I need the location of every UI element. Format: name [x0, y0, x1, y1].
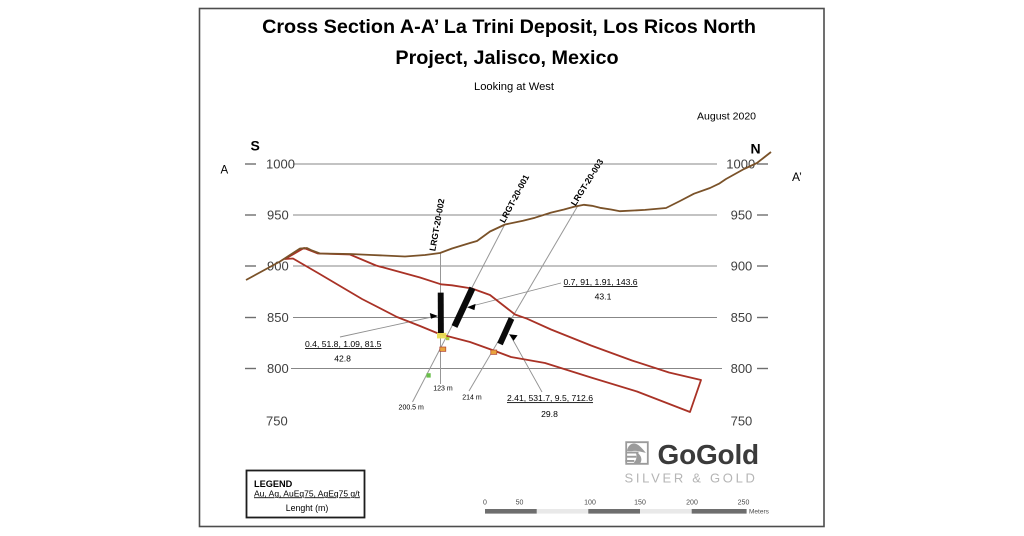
svg-text:GoGold: GoGold — [658, 439, 759, 470]
svg-text:200.5 m: 200.5 m — [399, 405, 424, 412]
svg-text:1000: 1000 — [726, 157, 755, 172]
svg-text:200: 200 — [686, 500, 698, 507]
svg-text:123 m: 123 m — [433, 386, 453, 393]
svg-text:1000: 1000 — [266, 157, 295, 172]
svg-text:S: S — [251, 138, 260, 154]
svg-text:Meters: Meters — [749, 508, 770, 515]
svg-text:Looking at West: Looking at West — [474, 81, 555, 93]
svg-text:42.8: 42.8 — [334, 354, 351, 364]
svg-text:A’: A’ — [792, 170, 802, 184]
svg-text:A: A — [221, 165, 229, 177]
svg-text:Project, Jalisco, Mexico: Project, Jalisco, Mexico — [395, 47, 618, 69]
svg-text:SILVER & GOLD: SILVER & GOLD — [625, 471, 758, 486]
svg-text:750: 750 — [731, 414, 753, 429]
svg-text:850: 850 — [267, 310, 289, 325]
svg-text:800: 800 — [267, 361, 289, 376]
svg-text:800: 800 — [731, 361, 753, 376]
svg-text:50: 50 — [516, 500, 524, 507]
svg-text:August 2020: August 2020 — [697, 111, 756, 123]
svg-text:950: 950 — [267, 208, 289, 223]
svg-text:0.7, 91, 1.91, 143.6: 0.7, 91, 1.91, 143.6 — [564, 277, 638, 287]
svg-text:Cross Section A-A’ La Trini De: Cross Section A-A’ La Trini Deposit, Los… — [262, 16, 756, 38]
svg-text:950: 950 — [731, 208, 753, 223]
svg-text:LEGEND: LEGEND — [254, 479, 293, 489]
svg-text:250: 250 — [738, 500, 750, 507]
svg-text:N: N — [751, 141, 761, 157]
svg-text:0.4, 51.8, 1.09, 81.5: 0.4, 51.8, 1.09, 81.5 — [305, 339, 382, 349]
svg-text:Lenght (m): Lenght (m) — [286, 503, 329, 513]
svg-text:43.1: 43.1 — [595, 291, 612, 301]
svg-text:214 m: 214 m — [462, 395, 482, 402]
svg-text:Au, Ag, AuEq75, AgEq75 g/t: Au, Ag, AuEq75, AgEq75 g/t — [254, 488, 361, 498]
svg-text:900: 900 — [267, 259, 289, 274]
svg-text:0: 0 — [483, 500, 487, 507]
svg-text:150: 150 — [634, 500, 646, 507]
svg-text:900: 900 — [731, 259, 753, 274]
svg-text:100: 100 — [584, 500, 596, 507]
svg-text:850: 850 — [731, 310, 753, 325]
svg-text:750: 750 — [266, 414, 288, 429]
svg-text:2.41, 531.7, 9.5, 712.6: 2.41, 531.7, 9.5, 712.6 — [507, 393, 593, 403]
svg-text:29.8: 29.8 — [541, 409, 558, 419]
